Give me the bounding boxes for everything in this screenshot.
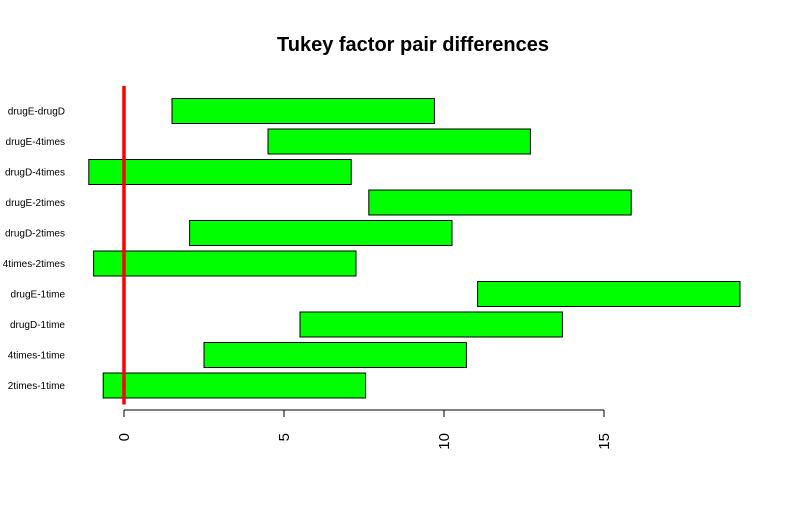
y-tick-label: drugE-drugD xyxy=(8,107,65,118)
interval-bar xyxy=(88,159,352,185)
interval-bar xyxy=(368,189,632,216)
y-tick-label: drugD-4times xyxy=(5,168,65,179)
x-tick-label: 15 xyxy=(596,433,613,450)
chart-title: Tukey factor pair differences xyxy=(277,34,549,56)
interval-bar xyxy=(189,220,453,246)
y-tick-label: drugD-1time xyxy=(10,320,65,331)
interval-bar xyxy=(267,128,531,155)
x-tick-label: 5 xyxy=(276,433,293,441)
y-tick-label: 4times-1time xyxy=(8,351,66,362)
interval-bar xyxy=(93,250,357,277)
y-tick-label: drugE-4times xyxy=(6,137,65,148)
y-tick-label: drugE-1time xyxy=(11,290,66,301)
y-tick-label: 2times-1time xyxy=(8,381,66,392)
x-tick-label: 0 xyxy=(116,433,133,441)
y-labels: drugE-drugD drugE-4times drugD-4times drugE… xyxy=(3,107,66,393)
interval-bars xyxy=(88,98,741,399)
interval-bar xyxy=(171,98,435,124)
y-tick-label: 4times-2times xyxy=(3,259,65,270)
x-tick-label: 10 xyxy=(436,433,453,450)
interval-bar xyxy=(203,342,467,368)
y-tick-label: drugE-2times xyxy=(6,198,65,209)
interval-bar xyxy=(102,372,367,399)
interval-bar xyxy=(477,281,741,307)
y-tick-label: drugD-2times xyxy=(5,229,65,240)
x-axis: 0 5 10 15 xyxy=(116,409,613,450)
interval-bar xyxy=(299,311,563,338)
